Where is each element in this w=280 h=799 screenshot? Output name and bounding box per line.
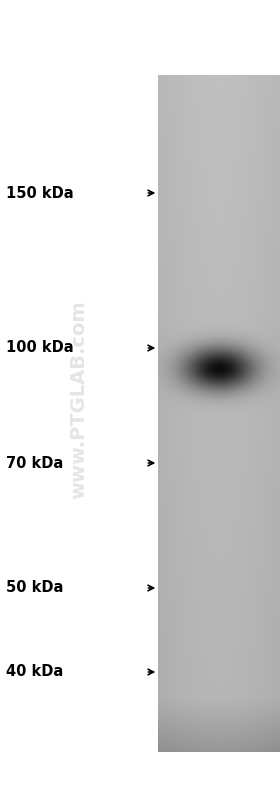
Text: www.PTGLAB.com: www.PTGLAB.com [69,300,88,499]
Text: 100 kDa: 100 kDa [6,340,73,356]
Text: 40 kDa: 40 kDa [6,665,63,679]
Text: 50 kDa: 50 kDa [6,581,63,595]
Text: 70 kDa: 70 kDa [6,455,63,471]
Text: 150 kDa: 150 kDa [6,185,73,201]
